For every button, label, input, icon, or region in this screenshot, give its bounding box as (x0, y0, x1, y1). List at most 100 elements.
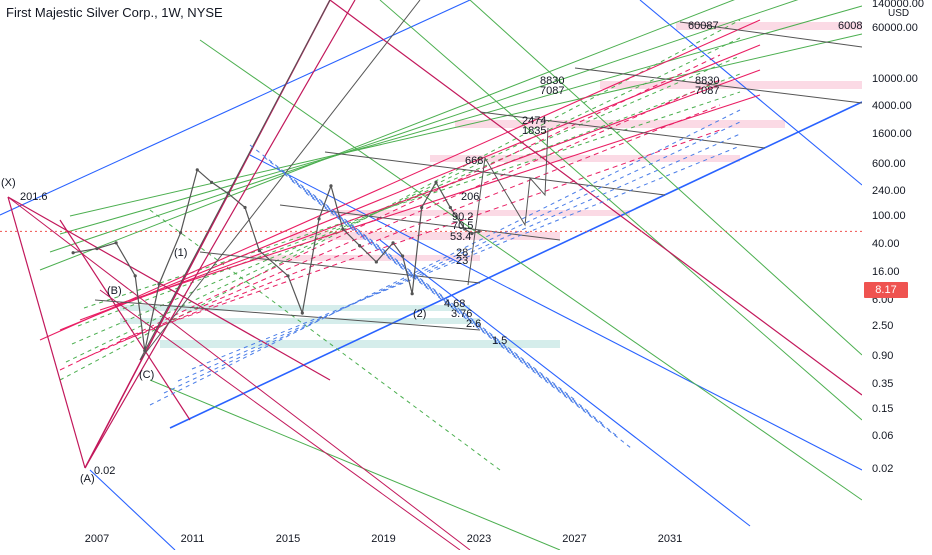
y-tick-label-7: 100.00 (872, 210, 906, 222)
y-tick-label-5: 600.00 (872, 158, 906, 170)
gray-target-line-4 (679, 21, 863, 48)
y-tick-label-12: 0.90 (872, 350, 893, 362)
x-tick-label-0: 2007 (85, 533, 109, 545)
red-parallel-1 (59, 44, 761, 331)
price-point-4 (143, 349, 147, 353)
green-dashed-0 (59, 19, 741, 381)
y-tick-label-9: 16.00 (872, 266, 900, 278)
price-point-23 (434, 180, 438, 184)
blue-cross-line-4 (639, 0, 863, 186)
gray-fork-2 (139, 0, 421, 361)
price-point-14 (317, 217, 321, 221)
price-zone-6 (250, 255, 480, 261)
y-tick-label-15: 0.06 (872, 430, 893, 442)
price-point-13 (300, 311, 304, 315)
y-tick-label-8: 40.00 (872, 238, 900, 250)
gray-channel-1 (199, 251, 481, 284)
blue-dashed-fan-3 (291, 180, 618, 437)
price-point-24 (448, 205, 452, 210)
level-label-16: 23 (456, 255, 468, 267)
green-cross-1 (199, 39, 863, 501)
y-tick-label-13: 0.35 (872, 378, 893, 390)
green-cross-3 (469, 0, 863, 356)
gray-target-line-3 (574, 67, 863, 104)
pitchfork-lines (0, 0, 863, 551)
price-point-3 (133, 274, 137, 278)
green-dashed-1 (65, 37, 741, 363)
level-label-5: 7087 (540, 85, 564, 97)
red-dashed-0 (59, 54, 721, 371)
red-parallel-0 (39, 19, 761, 341)
blue-dashed-par-0 (149, 109, 741, 406)
level-label-2: 60087 (688, 20, 719, 32)
y-tick-label-16: 0.02 (872, 463, 893, 475)
level-label-8: 2474 (522, 115, 546, 127)
y-tick-label-3: 4000.00 (872, 100, 912, 112)
price-point-10 (243, 205, 247, 210)
crimson-fan-2 (84, 0, 356, 469)
crimson-x-to-a (7, 196, 86, 469)
level-label-10: 668 (465, 155, 483, 167)
level-label-12: 90.2 (452, 211, 473, 223)
price-zone-0 (676, 22, 862, 30)
red-dashed-2 (99, 104, 721, 351)
price-point-2 (114, 241, 118, 245)
price-point-21 (410, 292, 414, 296)
level-label-20: 1.5 (492, 335, 507, 347)
green-dashed-3 (77, 73, 741, 327)
wave-label-2: (B) (107, 285, 122, 297)
blue-dashed-fan-0 (249, 144, 576, 401)
x-tick-label-6: 2031 (658, 533, 682, 545)
price-point-11 (257, 249, 261, 253)
x-tick-label-2: 2015 (276, 533, 300, 545)
currency-label: USD (888, 8, 910, 19)
x-tick-label-1: 2011 (181, 533, 205, 545)
level-label-9: 1835 (522, 125, 546, 137)
y-tick-label-14: 0.15 (872, 403, 893, 415)
price-point-17 (358, 244, 362, 248)
price-point-18 (374, 260, 378, 264)
time-axis[interactable]: 2007 2011 2015 2019 2023 2027 2031 (0, 526, 862, 550)
price-series (71, 168, 481, 353)
price-point-8 (210, 180, 214, 184)
crimson-b-line (59, 219, 191, 421)
price-axis[interactable]: 140000.00 60000.00 10000.00 4000.00 1600.00 6… (862, 0, 932, 526)
gray-fork-1 (139, 0, 331, 361)
blue-dashed-fan-4 (305, 192, 632, 449)
blue-dashed-fan-1 (263, 156, 590, 413)
blue-dashed-fan-2 (277, 168, 604, 425)
level-label-6: 8830 (695, 75, 719, 87)
green-cross-2 (149, 379, 561, 551)
green-cross-4 (379, 0, 863, 421)
y-tick-label-0: 140000.00 (872, 0, 924, 10)
projected-wave-path (467, 127, 549, 286)
gray-target-line-1 (324, 151, 666, 196)
level-label-17: 4.68 (444, 298, 465, 310)
price-zone-1 (600, 81, 862, 89)
y-tick-label-1: 60000.00 (872, 22, 918, 34)
chart-title: First Majestic Silver Corp., 1W, NYSE (6, 5, 223, 20)
level-label-19: 2.6 (466, 318, 481, 330)
price-point-27 (477, 229, 481, 234)
price-point-15 (329, 184, 333, 188)
wave-label-1: (A) (80, 473, 95, 485)
level-label-18: 3.76 (451, 308, 472, 320)
x-tick-label-4: 2023 (467, 533, 491, 545)
price-line (72, 168, 480, 351)
price-zone-5 (290, 232, 560, 240)
level-label-3: 6008 (838, 20, 862, 32)
green-parallel-3 (69, 33, 863, 217)
blue-dashed-par-2 (177, 133, 741, 382)
crimson-lower-cross (99, 289, 461, 551)
price-zone-4 (330, 210, 630, 216)
red-parallel-3 (99, 94, 761, 311)
price-zone-7 (120, 305, 470, 311)
level-label-15: 28 (456, 247, 468, 259)
price-point-16 (341, 227, 345, 231)
price-point-22 (420, 205, 424, 210)
y-tick-label-6: 240.00 (872, 185, 906, 197)
blue-cross-line-1 (249, 154, 863, 471)
red-parallel-2 (79, 69, 761, 321)
